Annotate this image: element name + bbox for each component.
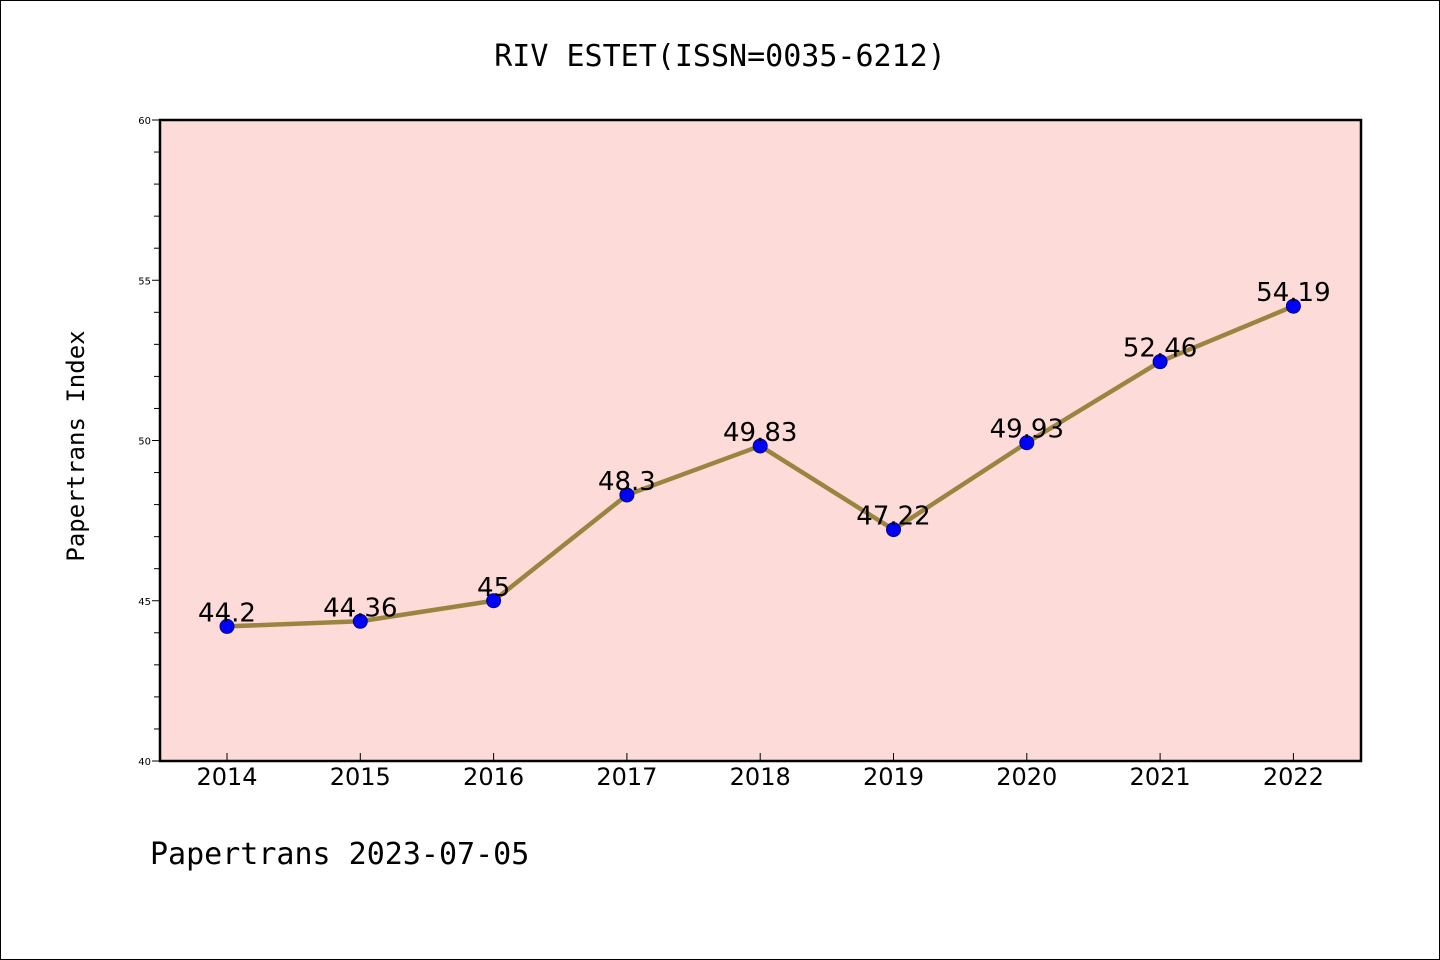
y-tick-label: 40 (138, 757, 151, 768)
footer-date: Papertrans 2023-07-05 (150, 837, 529, 872)
x-axis: 2014 2015 2016 2017 2018 2019 2020 2021 2022 (196, 753, 1324, 791)
x-tick-label: 2016 (463, 763, 524, 791)
chart-title: RIV ESTET(ISSN=0035-6212) (494, 39, 946, 74)
x-tick-label: 2015 (330, 763, 391, 791)
x-tick-label: 2019 (863, 763, 924, 791)
x-tick-label: 2021 (1130, 763, 1191, 791)
x-tick-label: 2017 (596, 763, 657, 791)
data-point (752, 438, 768, 454)
data-point (619, 487, 635, 503)
data-point (1019, 435, 1035, 451)
data-label: 45 (477, 573, 510, 603)
x-tick-label: 2014 (196, 763, 257, 791)
data-label: 49.83 (723, 418, 797, 448)
y-axis: 40 45 50 55 60 (138, 116, 160, 768)
data-point (1285, 298, 1301, 314)
data-markers (219, 298, 1301, 634)
data-label: 49.93 (990, 415, 1064, 445)
data-label: 52.46 (1123, 334, 1197, 364)
data-label: 44.36 (323, 593, 397, 623)
data-label: 44.2 (198, 598, 256, 628)
data-labels: 44.2 44.36 45 48.3 49.83 47.22 49.93 52.46 54.19 (198, 278, 1331, 628)
y-tick-label: 45 (138, 597, 151, 608)
data-point (486, 593, 502, 609)
x-tick-label: 2018 (730, 763, 791, 791)
x-tick-label: 2022 (1263, 763, 1324, 791)
data-label: 48.3 (598, 467, 656, 497)
y-tick-label: 50 (138, 437, 151, 448)
data-point (352, 613, 368, 629)
y-tick-label: 55 (138, 276, 151, 287)
data-point (219, 618, 235, 634)
data-label: 54.19 (1256, 278, 1330, 308)
y-tick-label: 60 (138, 116, 151, 127)
plot-frame (158, 118, 1363, 763)
y-axis-label: Papertrans Index (62, 330, 90, 561)
data-label: 47.22 (856, 502, 930, 532)
x-tick-label: 2020 (996, 763, 1057, 791)
data-point (1152, 354, 1168, 370)
data-point (886, 522, 901, 538)
